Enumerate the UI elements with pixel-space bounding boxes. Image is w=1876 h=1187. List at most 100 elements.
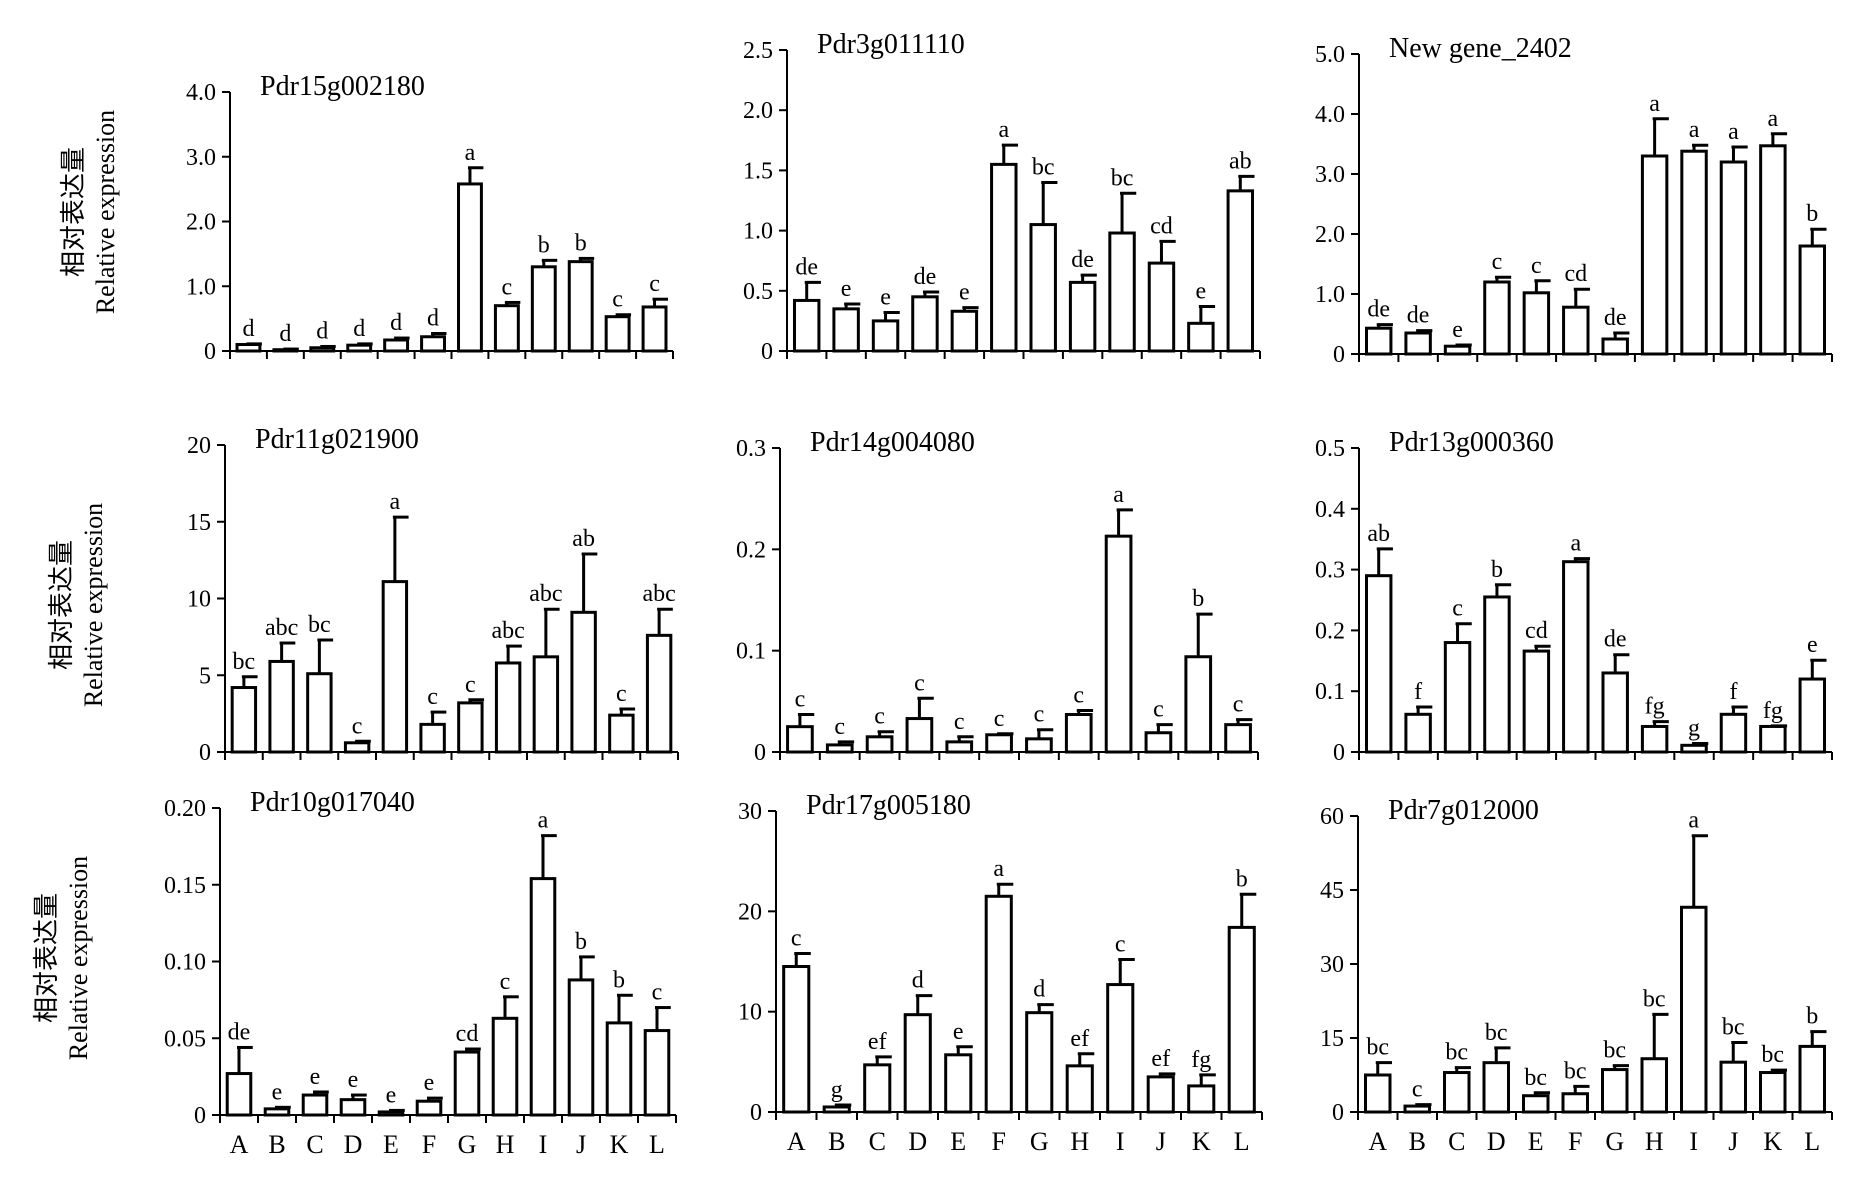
significance-letter: bc	[1564, 1058, 1587, 1084]
y-tick-label: 0.20	[164, 796, 206, 822]
x-tick-label: H	[1645, 1127, 1664, 1156]
significance-letter: c	[791, 925, 802, 951]
bar	[1404, 712, 1432, 754]
y-tick-label: 15	[1320, 1026, 1344, 1052]
y-tick-label: 45	[1320, 878, 1344, 904]
significance-letter: b	[1806, 201, 1818, 227]
bar	[825, 743, 854, 754]
significance-letter: a	[1570, 531, 1581, 557]
y-tick-label: 0	[194, 1103, 206, 1129]
significance-letter: a	[1649, 91, 1660, 117]
x-tick-label: C	[306, 1130, 323, 1159]
bar	[1482, 1061, 1510, 1114]
significance-letter: bc	[1032, 154, 1055, 180]
ylabel-chinese: 相对表达量	[32, 893, 61, 1023]
significance-letter: de	[914, 264, 937, 290]
significance-letter: c	[1153, 697, 1164, 723]
x-tick-label: B	[1409, 1127, 1426, 1156]
bar	[381, 580, 409, 754]
bar	[1443, 1071, 1471, 1114]
y-tick-label: 30	[1320, 952, 1344, 978]
bar	[301, 1093, 329, 1117]
bar	[605, 1021, 633, 1117]
bar	[1561, 1092, 1589, 1114]
chart-title: Pdr10g017040	[250, 787, 415, 818]
significance-letter: d	[390, 310, 402, 336]
significance-letter: c	[502, 274, 513, 300]
bar	[1065, 1064, 1094, 1114]
significance-letter: bc	[1524, 1065, 1547, 1091]
significance-letter: c	[427, 684, 438, 710]
bar	[1522, 649, 1551, 754]
bar	[268, 659, 295, 754]
y-tick-label: 5	[199, 663, 211, 689]
y-tick-label: 0	[754, 740, 766, 766]
significance-letter: abc	[491, 618, 524, 644]
ylabel-english: Relative expression	[64, 856, 93, 1060]
y-tick-label: 0	[204, 339, 216, 365]
bar	[1601, 671, 1629, 754]
bar	[1104, 534, 1133, 754]
y-tick-label: 15	[187, 510, 211, 536]
x-tick-label: C	[1448, 1127, 1465, 1156]
bar	[865, 735, 894, 754]
chart-panel: 0 0.1 0.2 0.3 Pdr14g004080 c c c c c c c c a c b c	[736, 427, 1259, 766]
bar	[1025, 1011, 1054, 1114]
y-tick-label: 3.0	[1315, 162, 1345, 188]
significance-letter: a	[993, 856, 1004, 882]
significance-letter: b	[1192, 586, 1204, 612]
bar	[570, 610, 597, 754]
significance-letter: a	[1768, 106, 1779, 132]
bar	[1364, 1073, 1392, 1114]
bar	[786, 725, 814, 754]
x-tick-label: A	[787, 1127, 806, 1156]
bar	[1719, 712, 1748, 754]
bar	[792, 298, 821, 353]
significance-letter: d	[427, 306, 439, 332]
ylabel-english: Relative expression	[91, 110, 120, 314]
y-tick-label: 5.0	[1315, 42, 1345, 68]
significance-letter: b	[575, 929, 587, 955]
bar	[1798, 1044, 1826, 1114]
bar	[984, 894, 1013, 1114]
bar	[1759, 144, 1787, 356]
bar	[608, 713, 635, 754]
x-tick-label: D	[344, 1130, 363, 1159]
bar	[1227, 925, 1256, 1114]
significance-letter: de	[795, 254, 818, 280]
row-3-ylabel: 相对表达量 Relative expression	[32, 856, 93, 1060]
bar	[1025, 737, 1053, 754]
bar	[532, 655, 560, 754]
bar	[530, 265, 557, 353]
significance-letter: c	[1034, 702, 1045, 728]
significance-letter: b	[613, 967, 625, 993]
significance-letter: g	[831, 1077, 843, 1103]
bar	[822, 1105, 851, 1114]
significance-letter: c	[652, 980, 663, 1006]
bar	[306, 672, 333, 754]
significance-letter: c	[1412, 1077, 1423, 1103]
significance-letter: c	[612, 287, 623, 313]
x-tick-label: K	[1763, 1127, 1782, 1156]
significance-letter: c	[914, 670, 925, 696]
significance-letter: fg	[1191, 1047, 1211, 1073]
significance-letter: de	[1407, 303, 1430, 329]
y-tick-label: 0	[1333, 740, 1345, 766]
chart-title: Pdr3g011110	[817, 29, 965, 60]
significance-letter: abc	[529, 581, 562, 607]
significance-letter: bc	[1445, 1040, 1468, 1066]
y-tick-label: 0.4	[1315, 497, 1345, 523]
significance-letter: e	[841, 276, 852, 302]
significance-letter: b	[1491, 557, 1503, 583]
significance-letter: abc	[642, 581, 675, 607]
chart-title: Pdr14g004080	[810, 427, 975, 458]
bar	[494, 661, 522, 754]
bar	[529, 877, 557, 1117]
bar	[1029, 223, 1057, 353]
bar	[1108, 231, 1136, 353]
significance-letter: d	[353, 316, 365, 342]
significance-letter: e	[1452, 317, 1463, 343]
significance-letter: b	[1806, 1004, 1818, 1030]
bar	[1443, 344, 1472, 356]
bar	[1680, 149, 1708, 356]
